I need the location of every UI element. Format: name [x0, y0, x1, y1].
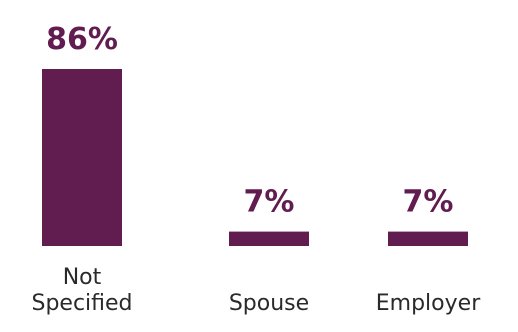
bar-2	[388, 231, 468, 246]
value-label-1: 7%	[244, 185, 295, 220]
category-label-1-line-0: Spouse	[229, 291, 309, 316]
category-label-2-line-0: Employer	[376, 291, 481, 316]
category-label-0-line-1: Specified	[31, 291, 132, 316]
value-label-2: 7%	[403, 185, 454, 220]
bar-0	[42, 69, 122, 246]
value-label-0: 86%	[46, 22, 118, 57]
bar-1	[229, 231, 309, 246]
category-label-0-line-0: Not	[63, 265, 102, 290]
